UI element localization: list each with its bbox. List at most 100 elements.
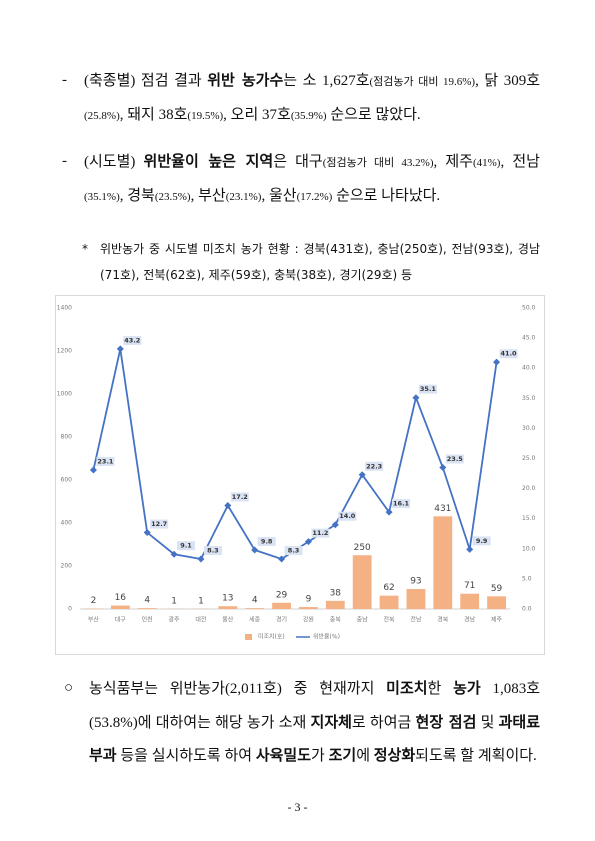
bar-label: 93 [410, 577, 421, 587]
line-label: 22.3 [366, 462, 382, 470]
bar-label: 29 [276, 590, 288, 600]
bold-text: 지자체 [310, 712, 352, 731]
chart: 0 200 400 600 800 1000 1200 1400 0.0 5.0 10.0 15.0 2… [55, 295, 545, 655]
legend-label: 위반율(%) [313, 633, 340, 641]
bar-label: 1 [171, 596, 177, 606]
marker [466, 545, 474, 553]
text-run: , 닭 309호 [475, 73, 541, 89]
y2-tick-label: 20.0 [522, 485, 536, 492]
text-run: (점검농가 대비 43.2%) [322, 157, 434, 169]
bar [299, 607, 318, 609]
label-box [392, 499, 411, 509]
bold-text: 미조치 [386, 679, 428, 697]
y2-tick-label: 35.0 [522, 395, 536, 402]
paragraph: - (시도별) 위반율이 높은 지역은 대구(점검농가 대비 43.2%), 제… [62, 145, 540, 214]
label-box [203, 546, 222, 556]
label-box [445, 454, 464, 464]
paragraph-body: 농식품부는 위반농가(2,011호) 중 현재까지 미조치한 농가 1,083호… [89, 672, 540, 773]
label-box [123, 335, 142, 345]
line-label: 16.1 [393, 500, 410, 508]
label-box [257, 537, 276, 547]
x-tick-label: 경남 [464, 616, 476, 624]
text-run: , 돼지 38호 [119, 107, 188, 123]
text-run: (시도별) [84, 154, 144, 170]
bar [272, 602, 291, 609]
bar-label: 59 [491, 584, 503, 594]
bar [218, 606, 238, 609]
text-run: (점검농가 대비 19.6%) [369, 76, 476, 88]
marker [224, 501, 232, 509]
x-tick-label: 세종 [249, 616, 261, 624]
bullet: - [62, 72, 67, 88]
label-box [338, 511, 357, 521]
bold-text: 위반 농가수 [207, 71, 284, 89]
bold-text: 위반율이 높은 지역 [143, 152, 274, 170]
bar-label: 38 [330, 588, 342, 598]
text-run: (35.9%) [290, 110, 327, 122]
legend-label: 미조치(호) [258, 633, 285, 641]
paragraph: ○ 농식품부는 위반농가(2,011호) 중 현재까지 미조치한 농가 1,08… [64, 672, 540, 773]
x-tick-label: 충남 [357, 616, 369, 624]
text-run: 순으로 많았다. [326, 107, 421, 123]
text-run: (17.2%) [296, 191, 333, 203]
label-box [177, 541, 196, 551]
label-box [365, 461, 384, 471]
text-run: 는 소 1,627호 [283, 73, 370, 89]
x-tick-label: 경북 [437, 617, 449, 624]
marker [89, 466, 97, 474]
y-tick-label: 1200 [57, 348, 72, 355]
text-run: (25.8%) [84, 110, 120, 122]
text-run: , 울산 [261, 188, 297, 204]
y-tick-label: 200 [61, 563, 73, 570]
bar-label: 2 [91, 596, 97, 606]
line-label: 23.1 [97, 457, 114, 465]
marker [412, 394, 420, 402]
label-box [418, 384, 437, 394]
text-run: (41%) [472, 157, 501, 169]
bar-label: 4 [144, 596, 150, 606]
bullet: ○ [64, 680, 74, 696]
text-run: (19.5%) [187, 110, 224, 122]
text-run: (축종별) 점검 결과 [84, 73, 208, 89]
legend-swatch [245, 634, 252, 640]
marker [278, 555, 286, 563]
y2-tick-label: 15.0 [522, 515, 536, 522]
bold-text: 농가 [453, 679, 481, 697]
text-run: (23.5%) [154, 191, 191, 203]
y-tick-label: 0 [68, 606, 72, 613]
bar-label: 71 [464, 581, 475, 591]
text-run: 및 [476, 714, 499, 731]
x-tick-label: 충북 [330, 616, 342, 624]
text-run: 농식품부는 위반농가(2,011호) 중 현재까지 [89, 681, 387, 697]
x-tick-label: 인천 [142, 616, 153, 624]
bullet: - [62, 153, 67, 169]
text-run: 로 하여금 [351, 714, 416, 731]
page-number: - 3 - [287, 800, 308, 814]
paragraph-body: (축종별) 점검 결과 위반 농가수는 소 1,627호(점검농가 대비 19.… [84, 64, 540, 133]
bar-label: 9 [306, 595, 312, 605]
y-tick-label: 600 [61, 477, 73, 484]
marker [143, 529, 151, 537]
paragraph-body: (시도별) 위반율이 높은 지역은 대구(점검농가 대비 43.2%), 제주(… [84, 145, 540, 214]
marker [197, 555, 205, 563]
bold-text: 정상화 [373, 746, 416, 764]
line-label: 12.7 [151, 520, 167, 528]
line-label: 41.0 [501, 350, 518, 358]
y-tick-label: 400 [61, 520, 73, 527]
line-label: 9.9 [476, 537, 488, 545]
line-label: 43.2 [124, 336, 140, 344]
text-run: (35.1%) [84, 191, 120, 203]
line-label: 23.5 [447, 455, 464, 463]
y2-tick-label: 50.0 [522, 305, 536, 312]
text-run: 한 [427, 681, 454, 697]
line-label: 35.1 [420, 385, 437, 393]
line-label: 11.2 [312, 529, 328, 537]
marker [493, 358, 501, 366]
text-run: , 전남 [500, 154, 540, 170]
marker [439, 464, 447, 472]
marker [358, 471, 366, 479]
bold-text: 사육밀도 [255, 746, 312, 764]
x-tick-label: 부산 [88, 616, 100, 624]
text-run: , 경북 [119, 188, 155, 204]
marker [170, 550, 178, 558]
